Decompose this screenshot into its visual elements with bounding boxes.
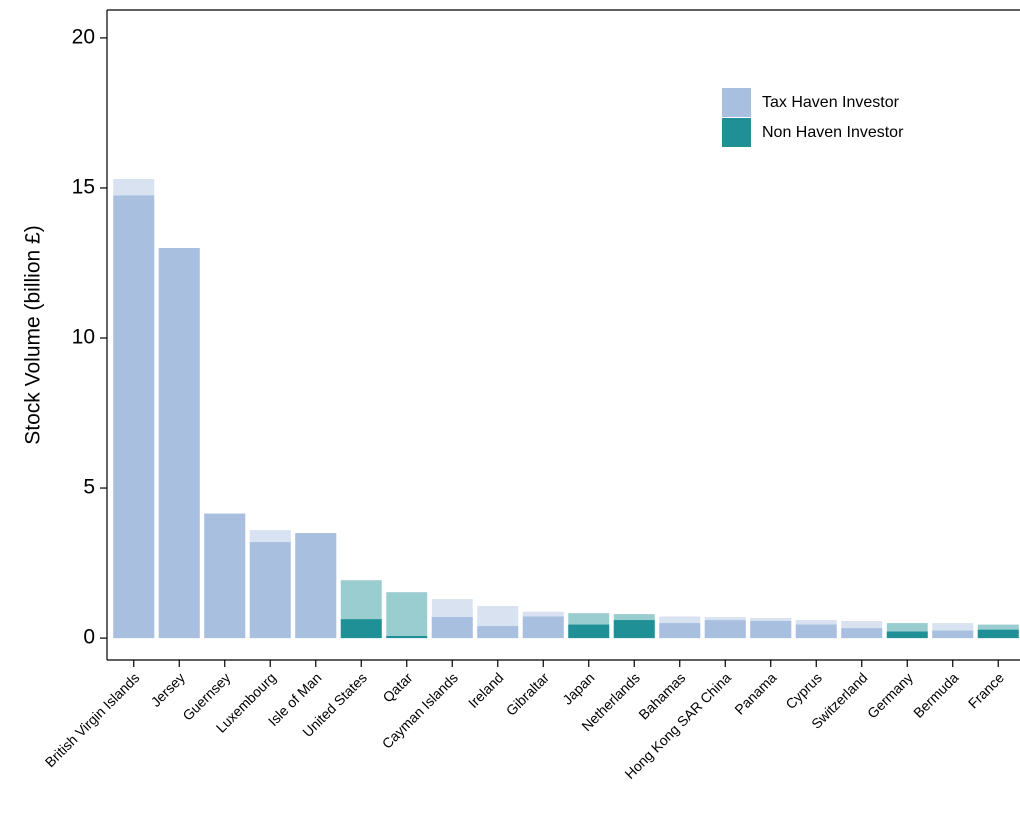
bar: [750, 620, 792, 639]
bar: [249, 542, 291, 639]
bar: [204, 513, 246, 639]
bar: [795, 624, 837, 639]
bar: [522, 616, 564, 639]
bar: [386, 635, 428, 639]
bar: [932, 630, 974, 639]
x-tick-label: France: [965, 669, 1007, 711]
y-tick-label: 0: [83, 626, 95, 649]
legend-label: Non Haven Investor: [762, 124, 904, 141]
x-tick-label: Qatar: [379, 669, 415, 705]
legend-swatch: [722, 118, 751, 147]
x-tick-label: British Virgin Islands: [42, 669, 143, 770]
y-tick-label: 5: [83, 476, 95, 499]
bar: [568, 624, 610, 639]
y-tick-label: 20: [72, 25, 95, 48]
y-axis-label: Stock Volume (billion £): [22, 225, 45, 444]
y-tick-label: 10: [72, 326, 95, 349]
bar: [704, 620, 746, 639]
bar: [295, 533, 337, 639]
x-tick-label: Germany: [864, 669, 916, 721]
bar: [431, 617, 473, 639]
x-tick-label: Panama: [731, 669, 779, 717]
legend-label: Tax Haven Investor: [762, 94, 900, 111]
bar: [340, 619, 382, 639]
bar: [477, 626, 519, 639]
x-tick-label: Japan: [559, 669, 597, 707]
bar: [158, 247, 200, 639]
bar: [841, 628, 883, 639]
bar: [977, 629, 1019, 639]
x-tick-label: Ireland: [465, 669, 507, 711]
x-tick-label: Bermuda: [910, 669, 962, 721]
x-tick-label: Cyprus: [782, 669, 825, 712]
bar: [613, 620, 655, 639]
legend-swatch: [722, 88, 751, 117]
bar: [886, 631, 928, 639]
x-tick-label: Gibraltar: [503, 669, 553, 719]
bar-total: [386, 592, 428, 639]
y-tick-label: 15: [72, 176, 95, 199]
bar: [113, 195, 155, 639]
x-tick-label: Jersey: [148, 669, 188, 709]
bar: [659, 623, 701, 639]
